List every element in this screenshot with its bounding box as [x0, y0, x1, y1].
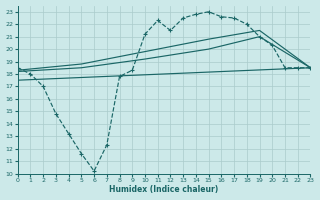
X-axis label: Humidex (Indice chaleur): Humidex (Indice chaleur)	[109, 185, 219, 194]
